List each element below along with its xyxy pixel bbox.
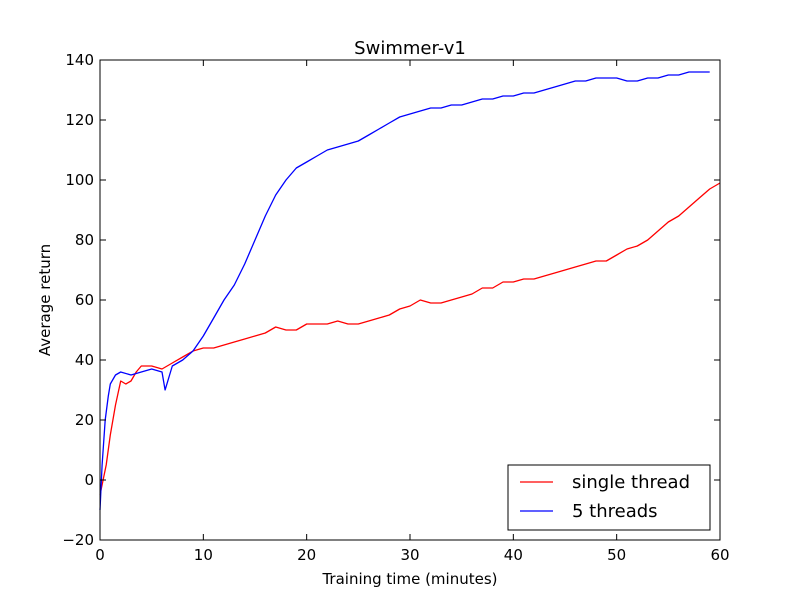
y-tick-label: 140 xyxy=(65,51,94,69)
y-tick-label: 100 xyxy=(65,171,94,189)
series-layer xyxy=(99,71,721,511)
series-line-5-threads xyxy=(99,71,710,511)
legend-label-single-thread: single thread xyxy=(572,472,690,493)
y-tick-label: 0 xyxy=(84,471,94,489)
x-tick-label: 40 xyxy=(504,546,523,564)
x-tick-label: 0 xyxy=(95,546,105,564)
y-tick-label: 60 xyxy=(75,291,94,309)
x-tick-label: 30 xyxy=(400,546,419,564)
y-tick-label: −20 xyxy=(62,531,94,549)
x-tick-label: 50 xyxy=(607,546,626,564)
x-tick-label: 10 xyxy=(194,546,213,564)
y-tick-label: 80 xyxy=(75,231,94,249)
x-axis-label: Training time (minutes) xyxy=(321,570,497,588)
legend-label-5-threads: 5 threads xyxy=(572,501,658,522)
x-tick-label: 20 xyxy=(297,546,316,564)
y-tick-label: 120 xyxy=(65,111,94,129)
y-tick-label: 40 xyxy=(75,351,94,369)
series-line-single-thread xyxy=(99,182,721,496)
y-tick-label: 20 xyxy=(75,411,94,429)
y-axis-label: Average return xyxy=(36,244,54,356)
legend-box xyxy=(507,464,711,531)
legend: single thread 5 threads xyxy=(507,464,711,531)
x-tick-label: 60 xyxy=(710,546,729,564)
chart-title: Swimmer-v1 xyxy=(354,38,466,59)
